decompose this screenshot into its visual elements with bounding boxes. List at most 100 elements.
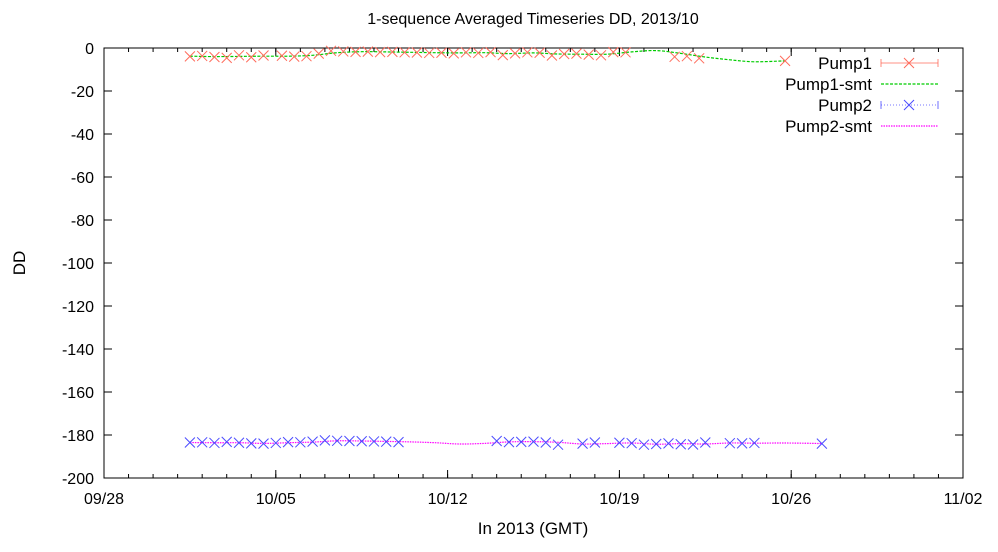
- y-tick-label: -200: [62, 471, 94, 488]
- y-tick-label: -60: [71, 170, 94, 187]
- pump1-point: [460, 46, 472, 58]
- pump1-point: [258, 50, 269, 61]
- pump2-point: [209, 437, 220, 449]
- x-tick-label: 10/12: [428, 491, 468, 508]
- pump2-point: [626, 437, 638, 449]
- pump1-point: [374, 46, 386, 58]
- pump2-point: [184, 437, 196, 448]
- pump1-point: [301, 50, 312, 62]
- pump1-point: [362, 46, 374, 58]
- pump1-point: [423, 47, 435, 59]
- pump1-point: [411, 47, 423, 58]
- pump2-point: [307, 436, 318, 448]
- pump2-point: [258, 438, 269, 449]
- pump1-point: [313, 48, 325, 59]
- legend-label-pump2: Pump2: [818, 96, 872, 115]
- pump1-point: [288, 51, 300, 62]
- pump1-point: [196, 50, 208, 62]
- y-tick-label: -140: [62, 342, 94, 359]
- pump2-point: [577, 438, 588, 449]
- pump2-point: [699, 437, 711, 448]
- pump1-point: [436, 47, 447, 59]
- legend-label-pump2-smt: Pump2-smt: [785, 117, 872, 136]
- pump1-point: [233, 49, 245, 61]
- pump2-point: [331, 435, 343, 447]
- legend: Pump1 Pump1-smt Pump2 Pump2-smt: [785, 54, 939, 136]
- series-pump1-smt: [189, 49, 786, 63]
- pump2-point: [749, 437, 760, 449]
- pump2-point: [736, 438, 748, 449]
- pump1-point: [509, 48, 521, 59]
- pump1-point: [534, 47, 545, 59]
- pump2-point: [816, 438, 828, 449]
- pump2-point: [663, 438, 674, 449]
- series-pump1: [184, 45, 791, 67]
- pump2-point: [356, 435, 368, 447]
- pump1-point: [497, 49, 509, 61]
- pump1-point: [325, 45, 337, 57]
- y-tick-label: -180: [62, 428, 94, 445]
- pump2-point: [503, 436, 515, 448]
- y-axis-label: DD: [10, 251, 29, 276]
- pump2-point: [196, 436, 208, 448]
- series-layer: [184, 45, 828, 451]
- pump2-point: [687, 439, 699, 450]
- y-tick-label: -120: [62, 299, 94, 316]
- pump1-point: [583, 49, 595, 61]
- x-tick-label: 10/26: [771, 491, 811, 508]
- pump1-point: [209, 51, 220, 63]
- pump2-point: [282, 436, 294, 448]
- pump2-point: [638, 439, 650, 451]
- pump1-point: [221, 52, 233, 64]
- legend-label-pump1-smt: Pump1-smt: [785, 75, 872, 94]
- series-pump2-smt: [189, 440, 822, 445]
- pump2-point: [675, 438, 687, 450]
- x-tick-label: 10/19: [599, 491, 639, 508]
- pump2-point: [294, 436, 306, 448]
- pump2-point: [515, 436, 527, 448]
- x-tick-label: 11/02: [944, 491, 983, 508]
- pump1-point: [681, 50, 693, 62]
- pump1-point: [485, 46, 496, 58]
- y-tick-label: 0: [85, 41, 94, 58]
- pump2-point: [724, 437, 736, 449]
- pump2-point: [221, 436, 233, 448]
- pump1-point: [350, 46, 361, 58]
- pump2-point: [368, 436, 380, 447]
- pump1-point: [779, 55, 791, 67]
- pump2-point: [245, 438, 257, 449]
- pump1-point: [571, 48, 582, 59]
- pump2-point: [528, 436, 539, 448]
- pump1-point: [693, 52, 705, 64]
- y-tick-label: -160: [62, 385, 94, 402]
- x-axis-label: In 2013 (GMT): [478, 519, 589, 538]
- y-tick-label: -80: [71, 213, 94, 230]
- pump2-point: [344, 435, 355, 447]
- pump1-point: [472, 47, 484, 59]
- legend-marker-pump2: [903, 99, 915, 111]
- y-tick-label: -100: [62, 256, 94, 273]
- series-pump2: [184, 435, 828, 451]
- pump2-point: [614, 437, 625, 449]
- x-tick-label: 09/28: [84, 491, 124, 508]
- x-tick-label: 10/05: [256, 491, 296, 508]
- pump1-point: [399, 46, 411, 58]
- legend-label-pump1: Pump1: [818, 54, 872, 73]
- legend-marker-pump1: [903, 57, 915, 69]
- pump2-smt-line: [189, 440, 822, 445]
- pump2-point: [380, 436, 392, 448]
- pump1-point: [522, 46, 533, 58]
- pump2-point: [552, 439, 564, 451]
- pump1-point: [669, 51, 680, 63]
- pump1-smt-line: [189, 49, 786, 63]
- pump1-point: [558, 48, 570, 60]
- pump2-point: [540, 437, 552, 448]
- pump2-point: [491, 435, 503, 447]
- pump2-point: [233, 437, 245, 449]
- pump1-point: [448, 48, 460, 59]
- pump2-point: [270, 437, 282, 449]
- pump1-point: [337, 46, 349, 57]
- pump1-point: [276, 50, 288, 62]
